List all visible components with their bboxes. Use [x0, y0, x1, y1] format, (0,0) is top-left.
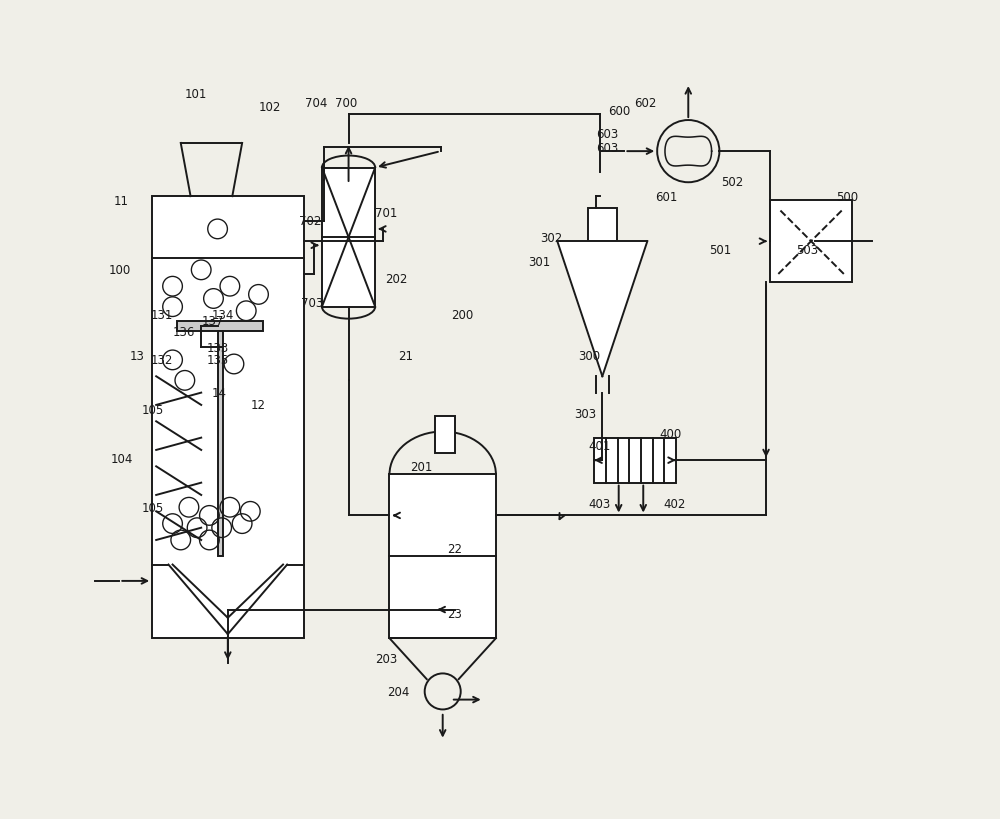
Text: 200: 200 [451, 309, 473, 322]
Text: 137: 137 [201, 314, 224, 328]
Text: 131: 131 [150, 309, 173, 322]
Text: 21: 21 [398, 350, 413, 363]
Text: 136: 136 [173, 325, 195, 338]
Text: 203: 203 [376, 653, 398, 665]
Text: 403: 403 [588, 497, 611, 510]
Text: 13: 13 [130, 350, 145, 363]
Text: 703: 703 [301, 296, 323, 310]
Bar [322, 168, 375, 307]
Text: 500: 500 [836, 191, 858, 203]
Text: 105: 105 [141, 403, 164, 416]
Text: 700: 700 [335, 97, 357, 110]
Text: 101: 101 [185, 88, 207, 102]
Text: 133: 133 [207, 342, 229, 355]
Text: 303: 303 [574, 407, 596, 420]
Text: 704: 704 [305, 97, 328, 110]
Text: 401: 401 [588, 440, 611, 453]
Text: 23: 23 [447, 608, 462, 621]
Text: 134: 134 [212, 309, 234, 322]
Text: 204: 204 [387, 685, 409, 698]
Text: 201: 201 [410, 460, 432, 473]
Text: 102: 102 [259, 101, 281, 114]
Text: 22: 22 [447, 542, 462, 555]
Text: 100: 100 [109, 264, 131, 277]
Text: 601: 601 [656, 191, 678, 203]
Text: 603: 603 [597, 129, 619, 141]
Text: 702: 702 [299, 215, 321, 228]
Text: 501: 501 [709, 243, 731, 256]
Bar [218, 332, 223, 557]
Text: 202: 202 [385, 272, 408, 285]
Text: 402: 402 [664, 497, 686, 510]
Text: 132: 132 [150, 354, 173, 367]
Text: 104: 104 [111, 452, 134, 465]
Text: 105: 105 [141, 501, 164, 514]
Text: 602: 602 [634, 97, 657, 110]
Text: 603: 603 [597, 142, 619, 154]
Text: 600: 600 [608, 105, 630, 118]
Bar [435, 417, 455, 454]
Text: 300: 300 [578, 350, 600, 363]
Bar [770, 201, 852, 283]
Bar [152, 197, 304, 639]
Text: 302: 302 [540, 231, 562, 244]
Bar [177, 322, 263, 332]
Text: 12: 12 [250, 399, 265, 412]
Text: 14: 14 [212, 387, 227, 400]
Text: 400: 400 [660, 428, 682, 441]
Bar [588, 209, 617, 242]
Text: 701: 701 [375, 206, 397, 219]
Bar [594, 438, 676, 483]
Text: 503: 503 [796, 243, 818, 256]
Text: 11: 11 [114, 195, 129, 207]
Bar [389, 475, 496, 639]
Polygon shape [557, 242, 647, 377]
Text: 135: 135 [207, 354, 229, 367]
Text: 502: 502 [721, 176, 743, 188]
Text: 301: 301 [529, 256, 551, 269]
